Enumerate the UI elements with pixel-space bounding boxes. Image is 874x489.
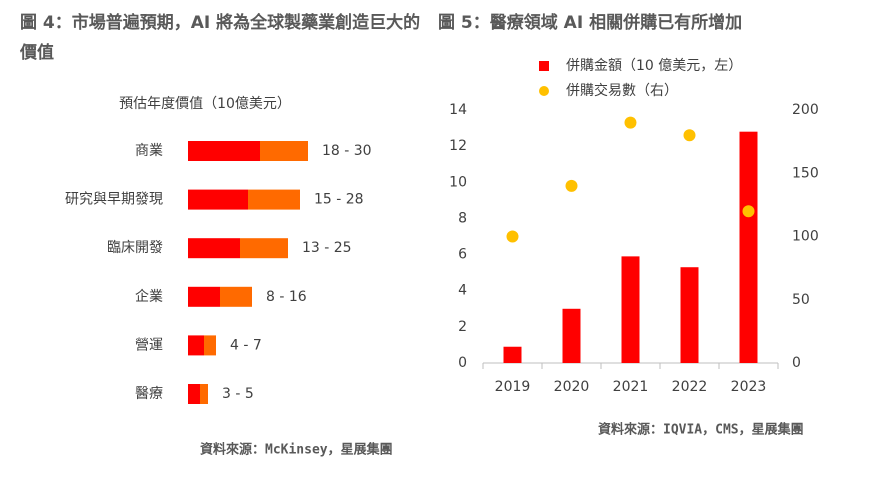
bar-range xyxy=(204,335,216,356)
y-tick-label: 14 xyxy=(449,102,467,118)
bar-range xyxy=(260,141,308,161)
y2-tick-label: 0 xyxy=(792,355,801,371)
y-tick-label: 4 xyxy=(458,283,467,299)
y-tick-label: 10 xyxy=(449,174,467,190)
chart-title: 圖 4：市場普遍預期，AI 將為全球製藥業創造巨大的價值 xyxy=(20,13,421,63)
y-tick-label: 6 xyxy=(458,247,467,263)
y-tick-label: 營運 xyxy=(135,337,163,353)
y-tick-label: 醫療 xyxy=(135,385,163,402)
source: 資料來源：IQVIA，CMS，星展集團 xyxy=(598,422,804,438)
bar-low xyxy=(188,189,248,210)
x-tick-label: 2022 xyxy=(672,379,708,395)
x-tick-label: 2019 xyxy=(495,379,531,395)
point xyxy=(565,179,578,192)
y-tick-label: 12 xyxy=(449,138,467,154)
y-tick-label: 8 xyxy=(458,210,467,226)
point xyxy=(506,230,519,243)
bar-low xyxy=(188,141,260,161)
bar xyxy=(562,308,581,363)
x-tick-label: 2021 xyxy=(613,379,649,395)
data-label: 15 - 28 xyxy=(314,192,364,208)
y-tick-label: 企業 xyxy=(135,288,163,305)
bar-range xyxy=(200,384,208,404)
bar-low xyxy=(188,335,204,356)
point xyxy=(683,129,696,142)
y-tick-label: 研究與早期發現 xyxy=(65,192,163,208)
y-tick-label: 商業 xyxy=(135,143,163,159)
y-tick-label: 2 xyxy=(458,319,467,335)
bar-range xyxy=(240,238,288,259)
bar-range xyxy=(220,286,252,307)
bar xyxy=(680,267,699,363)
data-label: 3 - 5 xyxy=(222,386,254,402)
x-tick-label: 2020 xyxy=(554,379,590,395)
data-label: 4 - 7 xyxy=(230,337,262,353)
y2-tick-label: 200 xyxy=(792,102,819,118)
bar-range xyxy=(248,189,300,210)
y-tick-label: 0 xyxy=(458,355,467,371)
data-label: 13 - 25 xyxy=(302,240,352,256)
legend-label: 併購金額（10 億美元，左） xyxy=(566,58,742,74)
bar xyxy=(621,256,640,363)
legend-marker xyxy=(539,86,549,96)
data-label: 8 - 16 xyxy=(266,289,307,305)
y2-tick-label: 100 xyxy=(792,229,819,245)
bar-low xyxy=(188,384,200,404)
subtitle: 預估年度價值（10億美元） xyxy=(119,95,291,112)
legend-marker xyxy=(539,61,549,71)
y2-tick-label: 150 xyxy=(792,165,819,181)
bar xyxy=(503,346,522,363)
source: 資料來源：McKinsey，星展集團 xyxy=(200,442,393,458)
bar-low xyxy=(188,286,220,307)
point xyxy=(742,205,755,218)
legend-label: 併購交易數（右） xyxy=(566,82,678,99)
data-label: 18 - 30 xyxy=(322,143,372,159)
chart-title: 圖 5：醫療領域 AI 相關併購已有所增加 xyxy=(438,13,743,33)
point xyxy=(624,116,637,129)
y-tick-label: 臨床開發 xyxy=(107,240,163,256)
bar-low xyxy=(188,238,240,259)
y2-tick-label: 50 xyxy=(792,292,810,308)
x-tick-label: 2023 xyxy=(731,379,767,395)
bar xyxy=(739,131,758,363)
